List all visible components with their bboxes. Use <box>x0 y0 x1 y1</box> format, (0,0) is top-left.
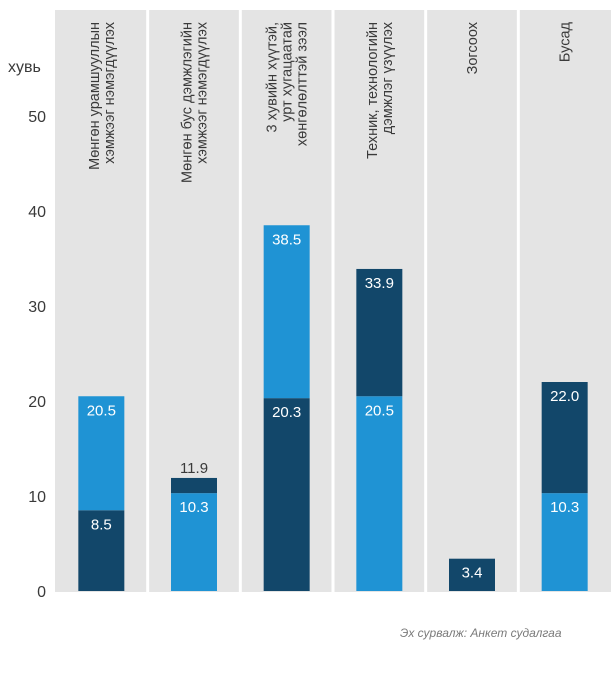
column-divider <box>238 10 242 592</box>
bar-segment <box>78 396 125 511</box>
source-note: Эх сурвалж: Анкет судалгаа <box>400 626 562 640</box>
data-label: 22.0 <box>550 388 579 405</box>
data-label: 33.9 <box>365 275 394 292</box>
bar-segment <box>449 558 495 591</box>
category-label: хэмжээг нэмэгдүүлэх <box>102 21 118 164</box>
y-tick-label: 40 <box>28 204 46 221</box>
category-label: Мөнгөн урамшууллын <box>87 22 103 170</box>
data-label: 20.5 <box>87 402 116 419</box>
bar-segment <box>356 396 403 591</box>
category-label: Мөнгөн бус дэмжлэгийн <box>180 22 196 183</box>
column-divider <box>331 10 335 592</box>
data-label: 38.5 <box>272 231 301 248</box>
y-tick-label: 30 <box>28 299 46 316</box>
y-tick-label: 0 <box>37 584 46 601</box>
bar-segment <box>263 225 310 399</box>
bar-segment <box>78 510 125 591</box>
data-label: 3.4 <box>462 565 483 582</box>
bar-segment <box>171 477 217 494</box>
bar-segment <box>356 268 403 397</box>
category-label: урт хугацаатай <box>280 22 296 122</box>
bar-segment <box>171 493 217 591</box>
column-divider <box>146 10 150 592</box>
data-label: 10.3 <box>550 499 579 516</box>
column-divider <box>516 10 520 592</box>
bar-segment <box>541 493 588 591</box>
data-label: 11.9 <box>180 460 208 477</box>
data-label: 20.3 <box>272 404 301 421</box>
data-label: 8.5 <box>91 516 112 533</box>
category-label: дэмжлэг үзүүлэх <box>380 21 396 134</box>
bar-segment <box>263 398 310 591</box>
y-tick-label: 10 <box>28 489 46 506</box>
category-label: Зогсоох <box>465 21 481 74</box>
y-tick-label: 50 <box>28 109 46 126</box>
bar-segment <box>541 382 588 494</box>
data-label: 20.5 <box>365 402 394 419</box>
category-label: 3 хувийн хүүтэй, <box>265 22 281 132</box>
category-label: хөнгөлөлттэй зээл <box>295 22 311 146</box>
category-label: Техник, технологийн <box>365 22 381 159</box>
y-axis-label: хувь <box>8 59 41 76</box>
category-label: хэмжээг нэмэгдүүлэх <box>195 21 211 164</box>
data-label: 10.3 <box>179 499 208 516</box>
category-label: Бусад <box>558 21 574 62</box>
y-tick-label: 20 <box>28 394 46 411</box>
column-divider <box>424 10 428 592</box>
